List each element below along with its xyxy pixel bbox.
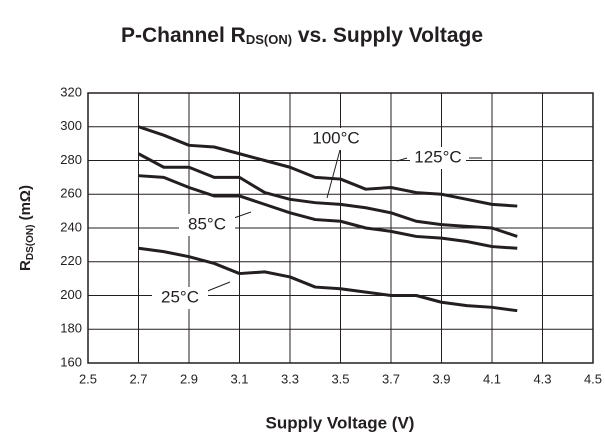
x-tick-label: 3.7: [382, 371, 400, 386]
y-axis-label: RDS(ON) (mΩ): [17, 185, 36, 271]
series-line: [138, 125, 518, 208]
x-tick-label: 2.5: [79, 371, 97, 386]
leader-line: [204, 281, 231, 293]
y-label-rest: (mΩ): [17, 185, 34, 225]
chart-title: P-Channel RDS(ON) vs. Supply Voltage: [121, 24, 483, 48]
series-line: [137, 152, 518, 238]
label-bg: [179, 214, 235, 236]
y-tick-label: 160: [60, 354, 82, 369]
y-tick-label: 300: [60, 118, 82, 133]
series-line: [138, 246, 518, 313]
series-label: 100°C: [312, 128, 359, 147]
x-tick-label: 4.5: [584, 371, 602, 386]
x-axis-label: Supply Voltage (V): [266, 413, 415, 432]
y-label-subscript: DS(ON): [25, 225, 36, 261]
y-label-main: R: [17, 260, 34, 271]
x-tick-label: 4.3: [533, 371, 551, 386]
y-tick-label: 180: [60, 321, 82, 336]
x-tick-label: 2.7: [129, 371, 147, 386]
leader-line: [326, 149, 341, 199]
x-tick-label: 3.3: [281, 371, 299, 386]
y-tick-label: 240: [60, 219, 82, 234]
label-bg: [308, 128, 364, 150]
series-label: 85°C: [188, 214, 226, 233]
leader-line: [396, 157, 408, 162]
x-tick-label: 4.1: [483, 371, 501, 386]
plot-frame: [87, 92, 594, 364]
y-tick-label: 280: [60, 152, 82, 167]
series-label: 125°C: [414, 147, 461, 166]
y-tick-label: 320: [60, 84, 82, 99]
title-rest: vs. Supply Voltage: [292, 24, 483, 47]
y-tick-label: 200: [60, 287, 82, 302]
x-tick-label: 3.1: [230, 371, 248, 386]
series-label: 25°C: [161, 287, 199, 306]
title-main: P-Channel R: [121, 24, 246, 47]
x-tick-label: 3.9: [432, 371, 450, 386]
label-bg: [410, 147, 466, 169]
y-tick-label: 260: [60, 186, 82, 201]
series-line: [138, 174, 518, 250]
y-tick-label: 220: [60, 253, 82, 268]
label-bg: [152, 287, 208, 309]
title-subscript: DS(ON): [246, 32, 292, 47]
x-tick-label: 3.5: [331, 371, 349, 386]
x-tick-label: 2.9: [180, 371, 198, 386]
